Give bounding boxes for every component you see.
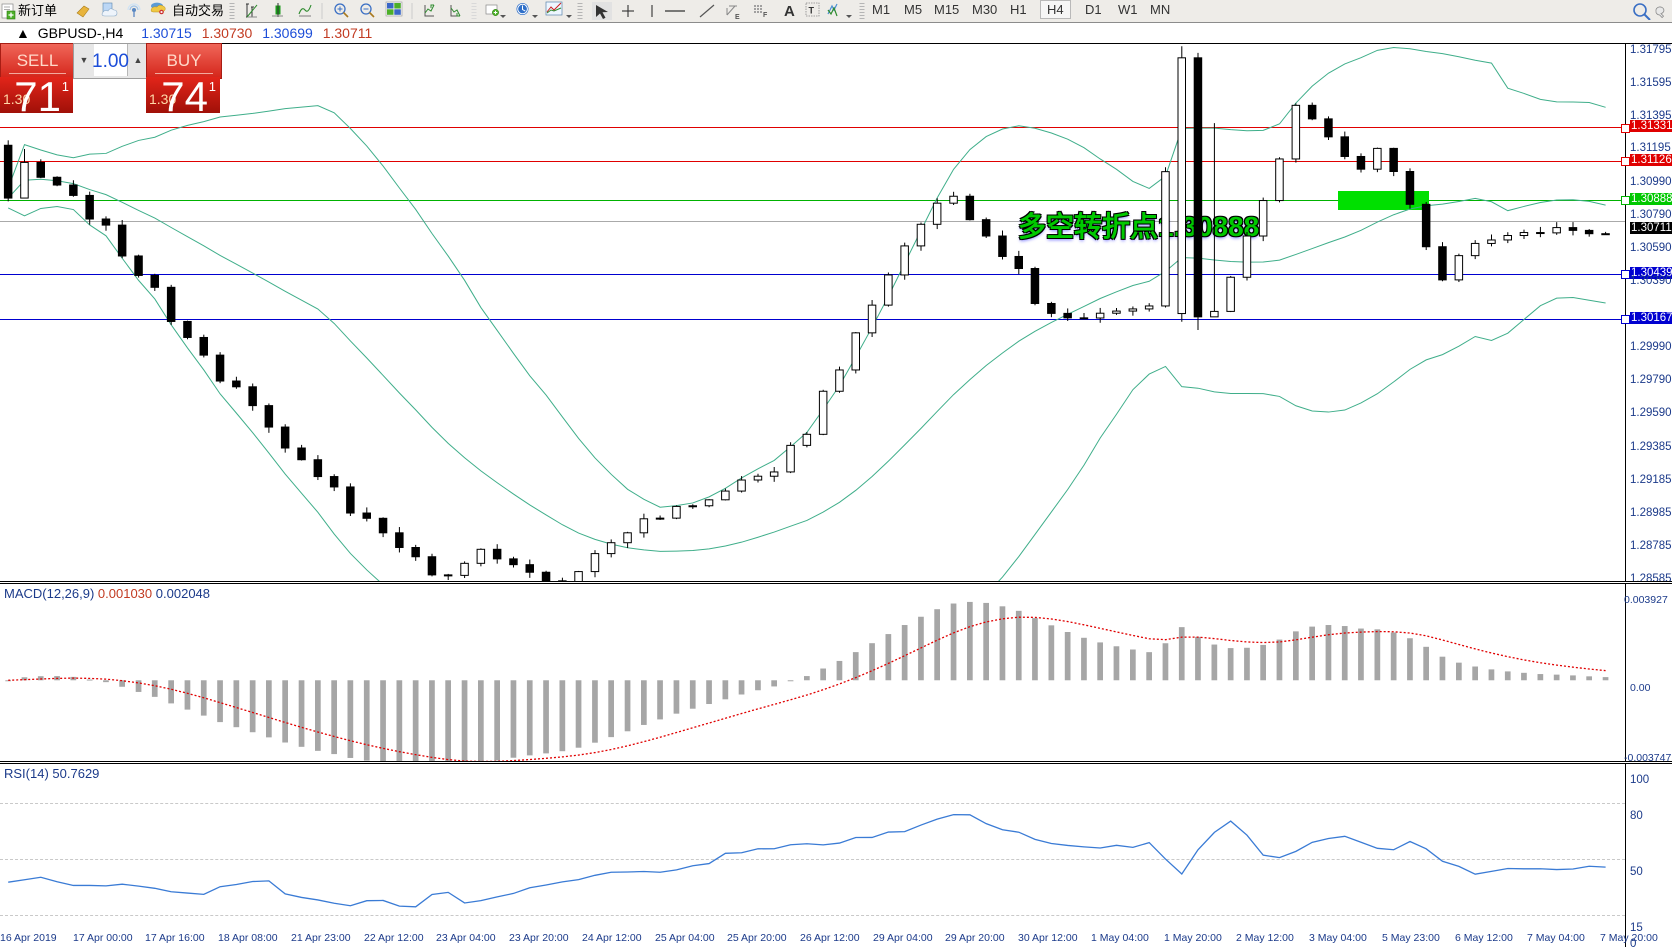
svg-text:F: F: [763, 12, 768, 19]
svg-text:T: T: [809, 6, 815, 16]
svg-text:自动交易: 自动交易: [172, 3, 224, 18]
svg-text:E: E: [735, 14, 740, 21]
svg-text:A: A: [784, 3, 795, 20]
svg-text:新订单: 新订单: [18, 3, 57, 18]
